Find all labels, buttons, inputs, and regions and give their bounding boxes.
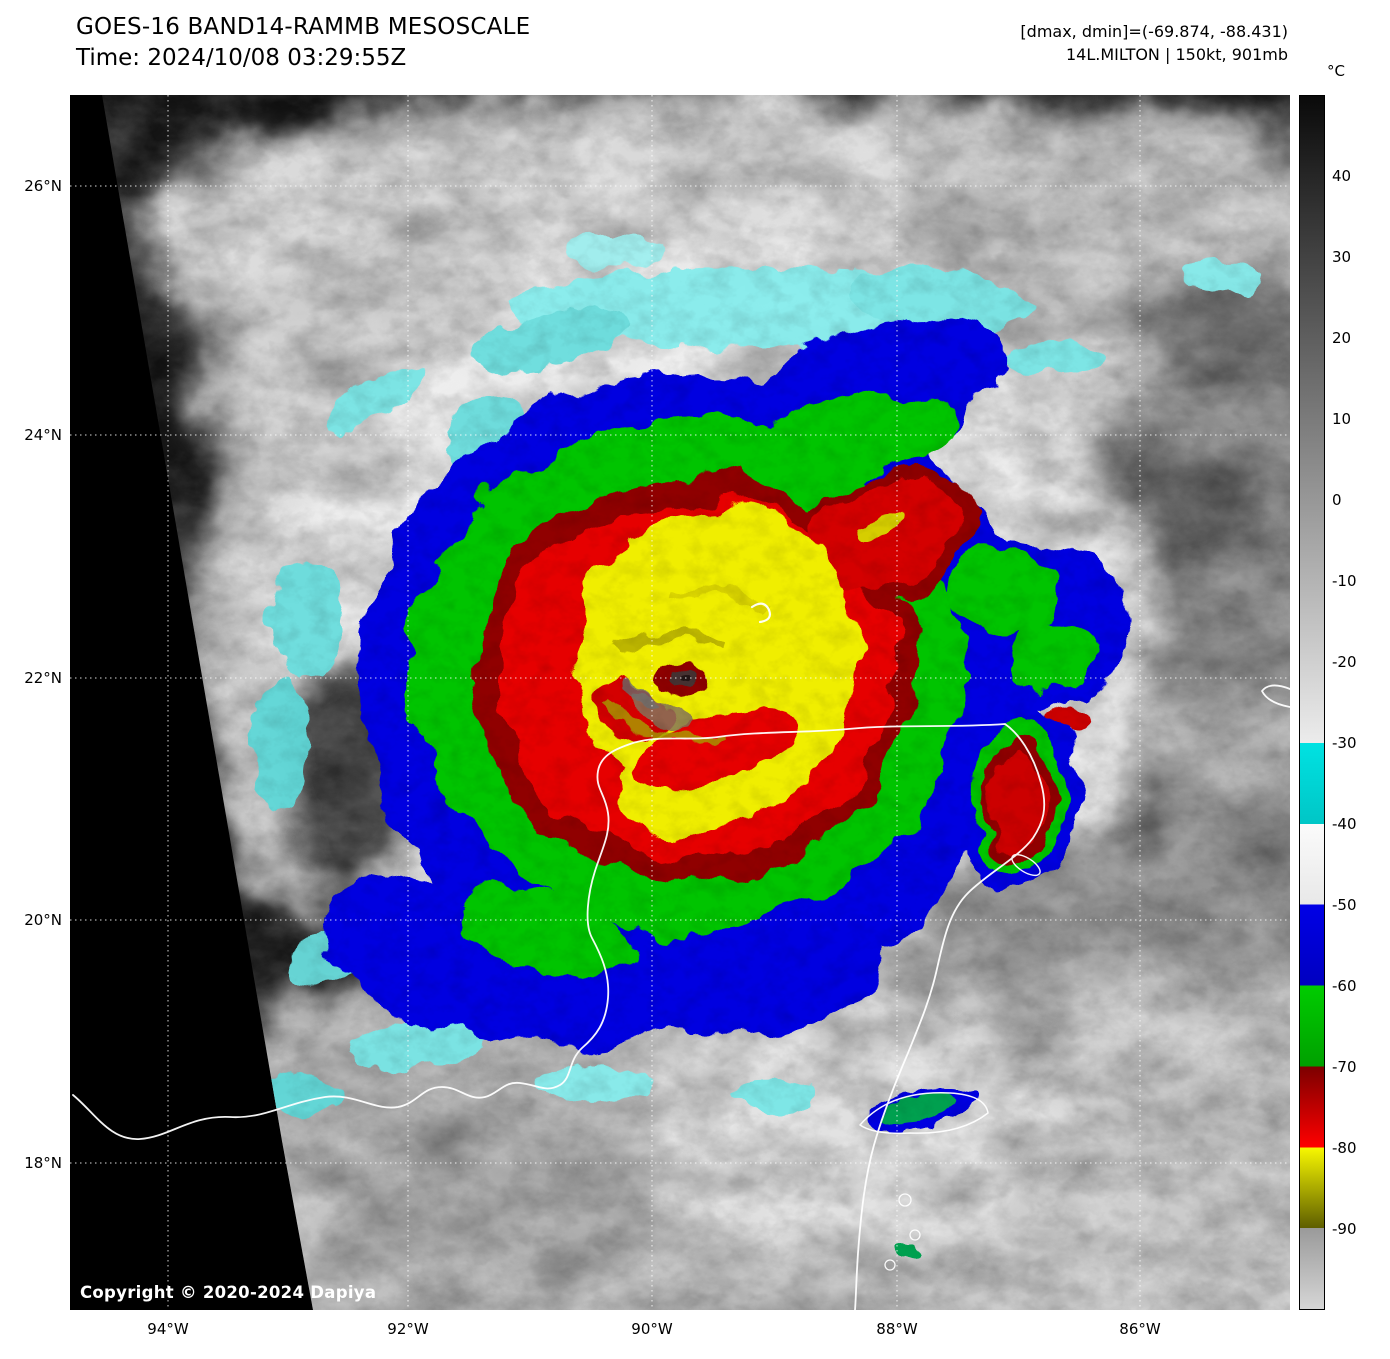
colorbar-tick-labels: 40 30 20 10 0 -10 -20 -30 -40 -50 -60 -70 -80 -90 [1332, 95, 1388, 1310]
dmax-dmin-readout: [dmax, dmin]=(-69.874, -88.431) [1020, 22, 1288, 41]
colorbar-tick-label: 10 [1332, 410, 1352, 428]
figure-title: GOES-16 BAND14-RAMMB MESOSCALE [76, 14, 531, 40]
cay [884, 1259, 896, 1271]
colorbar-tick-label: -40 [1332, 815, 1357, 833]
colorbar-tick-label: 40 [1332, 167, 1352, 185]
colorbar-tick-label: -30 [1332, 734, 1357, 752]
cay [909, 1229, 921, 1241]
colorbar-tick-label: -70 [1332, 1058, 1357, 1076]
colorbar-tick-label: -10 [1332, 572, 1357, 590]
satellite-map [70, 95, 1290, 1310]
chetumal-bay-outline [859, 1092, 989, 1135]
coastline-layer [72, 602, 1290, 1310]
colorbar [1299, 95, 1325, 1310]
colorbar-tick-label: 30 [1332, 248, 1352, 266]
colorbar-tick-label: -90 [1332, 1220, 1357, 1238]
header-left: GOES-16 BAND14-RAMMB MESOSCALE Time: 202… [76, 14, 530, 71]
colorbar-gradient [1300, 96, 1324, 1309]
colorbar-tick-label: 20 [1332, 329, 1352, 347]
gridline-layer [70, 95, 1290, 1310]
storm-info-readout: 14L.MILTON | 150kt, 901mb [1065, 45, 1288, 64]
lon-label-86w: 86°W [1119, 1320, 1161, 1338]
lon-label-92w: 92°W [387, 1320, 429, 1338]
lat-label-18n: 18°N [24, 1154, 62, 1172]
lat-label-24n: 24°N [24, 426, 62, 444]
cay [898, 1193, 912, 1207]
gulf-yucatan-coastline [72, 723, 1046, 1310]
lat-label-22n: 22°N [24, 669, 62, 687]
colorbar-tick-label: -60 [1332, 977, 1357, 995]
colorbar-unit-label: °C [1327, 62, 1345, 80]
colorbar-tick-label: -20 [1332, 653, 1357, 671]
copyright-text: Copyright © 2020-2024 Dapiya [80, 1283, 377, 1302]
satellite-scene [70, 95, 1290, 1310]
lon-label-90w: 90°W [631, 1320, 673, 1338]
colorbar-tick-label: -80 [1332, 1139, 1357, 1157]
lat-label-26n: 26°N [24, 177, 62, 195]
header-right: [dmax, dmin]=(-69.874, -88.431) 14L.MILT… [1020, 20, 1288, 66]
enhancement-texture [102, 95, 1290, 1310]
lon-label-94w: 94°W [147, 1320, 189, 1338]
cuba-west-tip [1261, 684, 1290, 708]
lon-label-88w: 88°W [876, 1320, 918, 1338]
colorbar-tick-label: 0 [1332, 491, 1342, 509]
colorbar-tick-label: -50 [1332, 896, 1357, 914]
lat-label-20n: 20°N [24, 911, 62, 929]
center-marker-swirl [750, 602, 772, 624]
figure-timestamp: Time: 2024/10/08 03:29:55Z [76, 45, 407, 71]
cozumel-island [1011, 853, 1041, 877]
